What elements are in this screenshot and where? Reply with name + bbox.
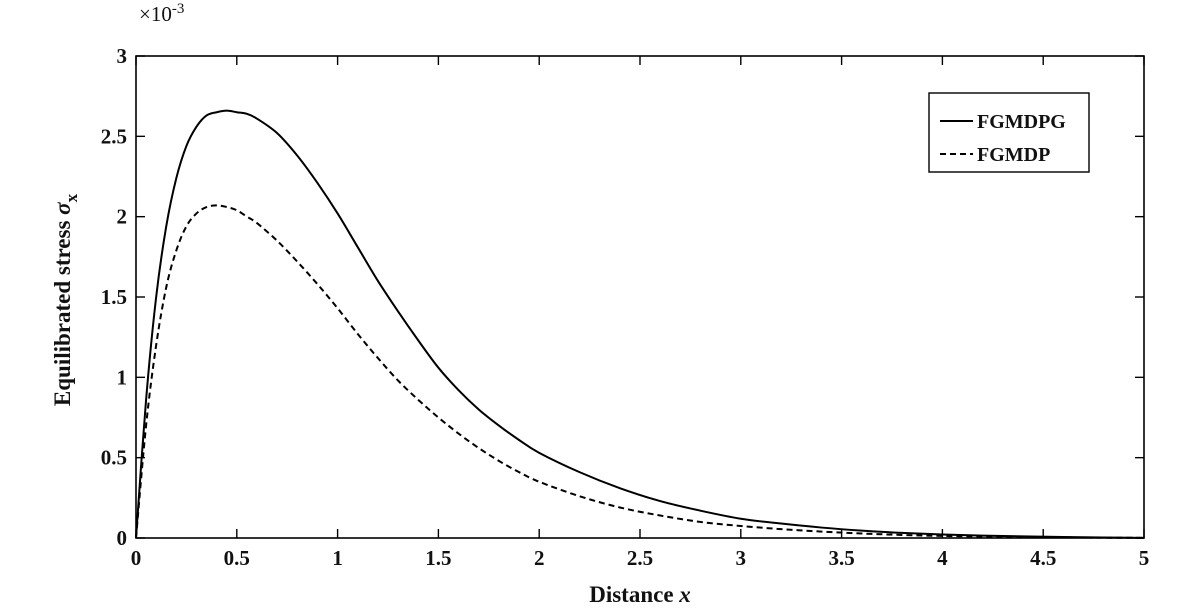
y-tick-label: 2.5	[101, 124, 127, 148]
x-tick-label: 0.5	[224, 546, 250, 570]
tick-labels: 0 0.5 1 1.5 2 2.5 3 3.5 4 4.5 5 0 0.5 1 1.5 2 2.5 3	[101, 44, 1150, 570]
y-axis-title-text: Equilibrated stress	[50, 215, 75, 406]
x-axis-title: Distance x	[589, 582, 691, 607]
series-line-fgmdpg	[135, 109, 1145, 539]
exponent-power: -3	[172, 1, 185, 17]
legend-label-fgmdpg: FGMDPG	[977, 111, 1066, 133]
legend-box	[928, 92, 1090, 173]
x-tick-label: 0	[131, 546, 142, 570]
x-tick-label: 4	[937, 546, 948, 570]
x-tick-label: 3	[736, 546, 747, 570]
x-tick-label: 5	[1139, 546, 1150, 570]
x-axis-title-var: x	[678, 582, 691, 607]
legend-label-fgmdp: FGMDP	[977, 144, 1050, 166]
y-tick-label: 0.5	[101, 446, 127, 470]
legend: FGMDPG FGMDP	[928, 92, 1090, 173]
y-tick-label: 3	[117, 44, 128, 68]
x-axis-title-text: Distance	[589, 582, 679, 607]
x-tick-label: 2	[534, 546, 545, 570]
exponent-base: ×10	[139, 2, 172, 26]
y-tick-label: 2	[117, 205, 128, 229]
y-axis-title: Equilibrated stress σx	[50, 193, 81, 406]
x-tick-label: 2.5	[627, 546, 653, 570]
x-tick-label: 1.5	[425, 546, 451, 570]
y-tick-label: 1	[117, 365, 128, 389]
y-exponent: ×10-3	[139, 1, 184, 26]
x-tick-label: 4.5	[1030, 546, 1056, 570]
y-tick-label: 1.5	[101, 285, 127, 309]
y-tick-label: 0	[117, 526, 128, 550]
series-line-fgmdp	[135, 204, 1145, 539]
x-tick-label: 1	[332, 546, 343, 570]
y-axis-title-sym: σ	[50, 202, 75, 215]
y-axis-title-sub: x	[62, 193, 81, 202]
x-tick-label: 3.5	[828, 546, 854, 570]
series-layer	[135, 109, 1145, 539]
